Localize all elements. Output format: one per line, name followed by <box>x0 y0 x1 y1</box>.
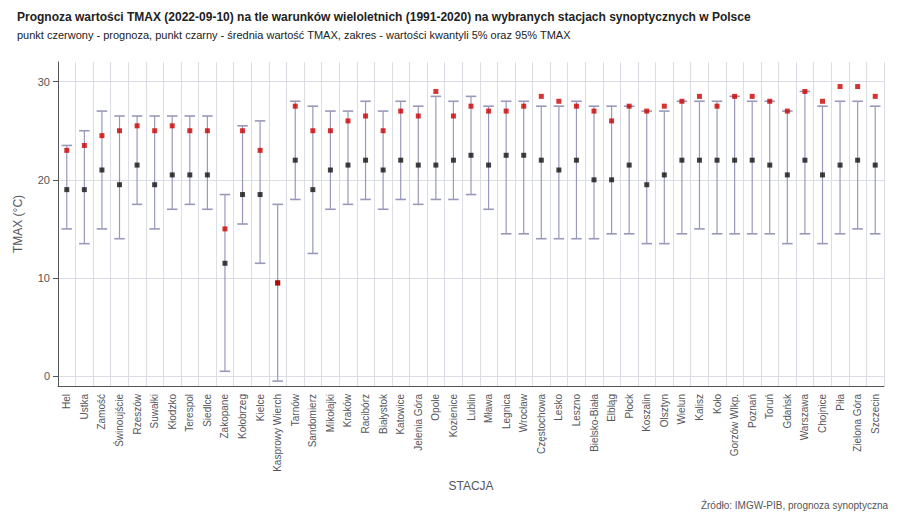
svg-text:Wrocław: Wrocław <box>518 393 529 432</box>
svg-text:Rzeszów: Rzeszów <box>132 393 143 434</box>
svg-text:Wielun: Wielun <box>676 394 687 425</box>
svg-text:Zielona Góra: Zielona Góra <box>852 394 863 452</box>
svg-text:20: 20 <box>38 174 50 186</box>
svg-text:30: 30 <box>38 76 50 88</box>
svg-text:Białystok: Białystok <box>378 393 389 434</box>
svg-text:Siedlce: Siedlce <box>202 394 213 427</box>
svg-text:Opole: Opole <box>430 394 441 421</box>
svg-text:Zamość: Zamość <box>96 394 107 430</box>
svg-text:Źródło: IMGW-PIB, prognoza syn: Źródło: IMGW-PIB, prognoza synoptyczna <box>701 499 889 511</box>
svg-text:Mikołajki: Mikołajki <box>325 394 336 432</box>
svg-text:Katowice: Katowice <box>395 394 406 435</box>
svg-text:Gdańsk: Gdańsk <box>782 393 793 428</box>
svg-text:STACJA: STACJA <box>448 479 493 493</box>
svg-text:Mława: Mława <box>483 394 494 423</box>
svg-text:Gorzów Wlkp.: Gorzów Wlkp. <box>729 394 740 456</box>
svg-text:Sandomierz: Sandomierz <box>307 394 318 447</box>
svg-text:Kołobrzeg: Kołobrzeg <box>237 394 248 439</box>
svg-text:Terespol: Terespol <box>184 394 195 432</box>
svg-text:0: 0 <box>44 370 50 382</box>
svg-text:Hel: Hel <box>61 394 72 409</box>
svg-text:Kalisz: Kalisz <box>694 394 705 421</box>
svg-text:Jelenia Góra: Jelenia Góra <box>413 394 424 451</box>
svg-text:Koło: Koło <box>712 394 723 414</box>
svg-text:Bielsko-Biała: Bielsko-Biała <box>589 394 600 452</box>
svg-text:Zakopane: Zakopane <box>219 394 230 439</box>
svg-text:Koszalin: Koszalin <box>641 394 652 432</box>
svg-text:Częstochowa: Częstochowa <box>536 394 547 454</box>
svg-text:Leszno: Leszno <box>571 394 582 427</box>
svg-text:Świnoujście: Świnoujście <box>113 394 125 447</box>
svg-text:Chojnice: Chojnice <box>817 394 828 433</box>
svg-text:10: 10 <box>38 272 50 284</box>
svg-text:Elbląg: Elbląg <box>606 394 617 422</box>
svg-text:Toruń: Toruń <box>764 394 775 419</box>
svg-text:Poznań: Poznań <box>747 394 758 428</box>
svg-text:Warszawa: Warszawa <box>799 394 810 441</box>
svg-text:Prognoza wartości TMAX (2022-0: Prognoza wartości TMAX (2022-09-10) na t… <box>17 10 751 24</box>
svg-text:Legnica: Legnica <box>501 394 512 429</box>
svg-text:Racibórz: Racibórz <box>360 394 371 433</box>
svg-text:punkt czerwony - prognoza, pun: punkt czerwony - prognoza, punkt czarny … <box>17 29 571 41</box>
svg-text:Kłodzko: Kłodzko <box>167 394 178 430</box>
svg-text:Lesko: Lesko <box>553 394 564 421</box>
svg-text:Tarnów: Tarnów <box>290 393 301 426</box>
svg-text:Olsztyn: Olsztyn <box>659 394 670 427</box>
svg-text:Kasprowy Wierch: Kasprowy Wierch <box>272 394 283 472</box>
svg-text:Suwałki: Suwałki <box>149 394 160 428</box>
svg-text:Lublin: Lublin <box>466 394 477 421</box>
svg-text:Kozienice: Kozienice <box>448 394 459 438</box>
svg-text:Kielce: Kielce <box>255 394 266 422</box>
svg-text:Płock: Płock <box>624 393 635 418</box>
svg-text:Kraków: Kraków <box>342 393 353 427</box>
svg-text:Piła: Piła <box>835 394 846 411</box>
svg-text:TMAX (°C): TMAX (°C) <box>11 195 25 253</box>
svg-text:Ustka: Ustka <box>79 394 90 420</box>
svg-text:Szczecin: Szczecin <box>870 394 881 434</box>
